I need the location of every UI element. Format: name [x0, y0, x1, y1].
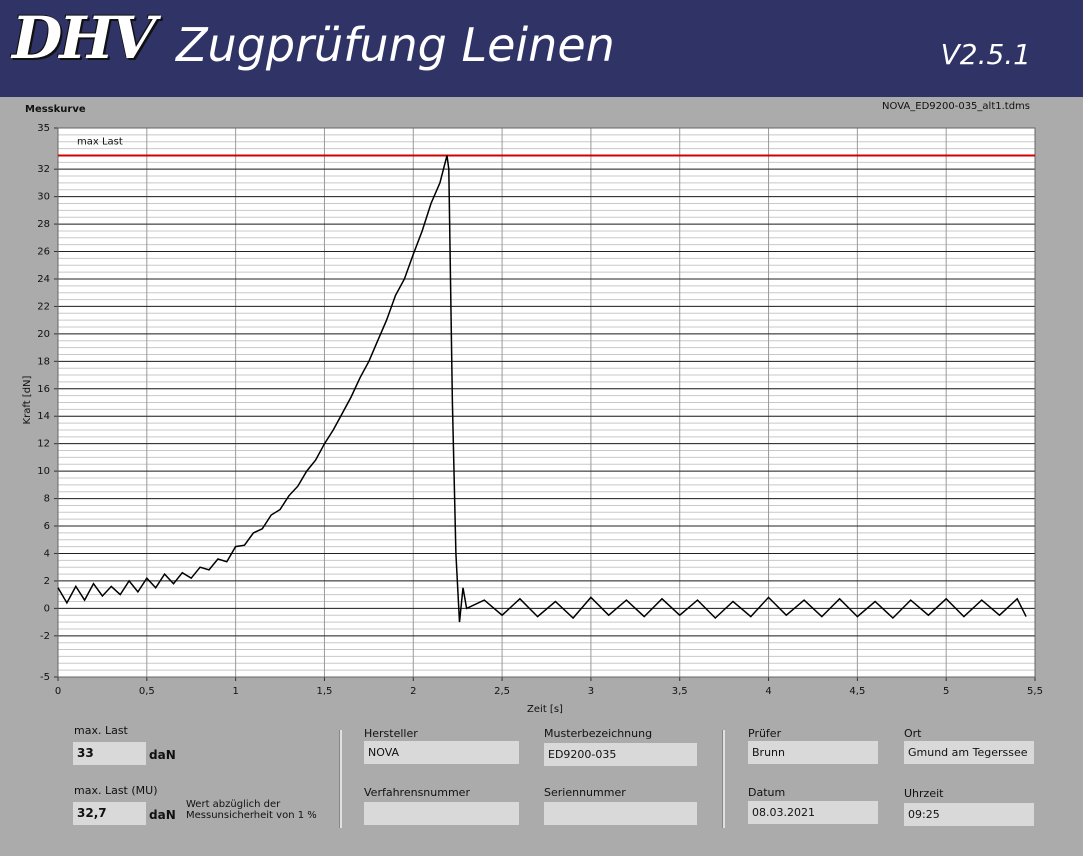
field-value [364, 802, 519, 825]
field-value: 09:25 [904, 803, 1034, 826]
y-tick-label: 6 [44, 521, 50, 532]
field-label: Musterbezeichnung [544, 727, 653, 740]
x-tick-label: 4,5 [849, 686, 865, 697]
y-tick-label: 35 [37, 123, 50, 134]
annotation: max Last [77, 136, 123, 147]
y-tick-label: 10 [37, 466, 50, 477]
field-value: 33 [73, 742, 146, 765]
field-label: max. Last [74, 724, 128, 737]
y-tick-label: 30 [37, 192, 50, 203]
y-axis-label: Kraft [dN] [22, 375, 33, 424]
x-tick-label: 1,5 [317, 686, 333, 697]
x-tick-label: 2 [410, 686, 416, 697]
y-tick-label: -2 [40, 631, 50, 642]
logo: DHV [12, 4, 156, 72]
field-value: 08.03.2021 [748, 801, 878, 824]
y-tick-label: 0 [44, 603, 50, 614]
x-tick-label: 0 [55, 686, 61, 697]
x-tick-label: 2,5 [494, 686, 510, 697]
x-tick-label: 5,5 [1027, 686, 1043, 697]
field-label: Uhrzeit [904, 787, 944, 800]
chart-title: Messkurve [25, 104, 86, 115]
x-tick-label: 4 [765, 686, 771, 697]
field-label: Prüfer [748, 727, 782, 740]
x-tick-label: 3 [588, 686, 594, 697]
chart: Messkurve NOVA_ED9200-035_alt1.tdms Zeit… [22, 101, 1043, 715]
y-tick-label: 4 [44, 548, 50, 559]
y-tick-label: 8 [44, 494, 50, 505]
version: V2.5.1 [940, 38, 1031, 71]
y-tick-label: 26 [37, 247, 50, 258]
y-tick-label: 20 [37, 329, 50, 340]
field-label: Hersteller [364, 727, 418, 740]
field-value [544, 802, 697, 825]
field-label: Datum [748, 786, 786, 799]
unit: daN [149, 808, 176, 822]
x-tick-label: 5 [943, 686, 949, 697]
field-label: Ort [904, 727, 922, 740]
field-value: 32,7 [73, 802, 146, 825]
unit: daN [149, 748, 176, 762]
y-tick-label: 32 [37, 164, 50, 175]
field-value: Gmund am Tegerssee [904, 741, 1034, 764]
app-title: Zugprüfung Leinen [176, 18, 615, 72]
curve [57, 155, 1027, 623]
file-name: NOVA_ED9200-035_alt1.tdms [882, 101, 1030, 112]
x-tick-label: 3,5 [672, 686, 688, 697]
y-tick-label: 2 [44, 576, 50, 587]
plot-border [57, 127, 1036, 678]
x-tick-label: 0,5 [139, 686, 155, 697]
field-value: NOVA [364, 741, 519, 764]
x-tick-label: 1 [232, 686, 238, 697]
field-label: Verfahrensnummer [364, 786, 470, 799]
x-axis-label: Zeit [s] [527, 704, 563, 715]
y-tick-label: 24 [37, 274, 50, 285]
y-tick-label: 16 [37, 384, 50, 395]
y-tick-label: 22 [37, 301, 50, 312]
y-tick-label: -5 [40, 672, 50, 683]
separator [339, 730, 342, 828]
y-tick-label: 28 [37, 219, 50, 230]
y-tick-label: 12 [37, 439, 50, 450]
field-label: Seriennummer [544, 786, 626, 799]
note: Wert abzüglich der Messunsicherheit von … [186, 799, 317, 821]
y-tick-label: 18 [37, 356, 50, 367]
y-tick-label: 14 [37, 411, 50, 422]
field-value: ED9200-035 [544, 743, 697, 766]
field-value: Brunn [748, 741, 878, 764]
field-label: max. Last (MU) [74, 784, 158, 797]
header: DHV Zugprüfung Leinen V2.5.1 [0, 0, 1083, 97]
separator [722, 730, 725, 828]
